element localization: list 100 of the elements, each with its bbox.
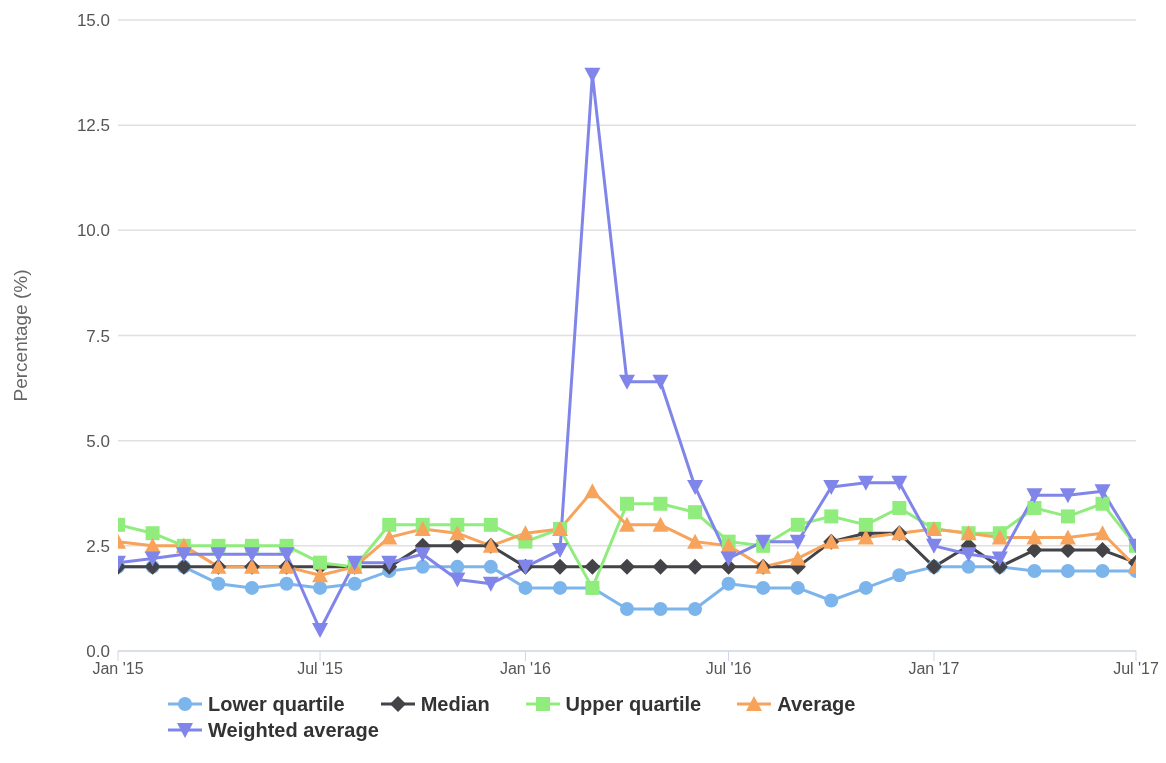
point	[720, 551, 737, 567]
point	[517, 525, 534, 541]
point	[789, 534, 806, 550]
point	[415, 559, 430, 574]
point	[991, 551, 1008, 567]
point	[960, 547, 977, 563]
x-tick-label: Jan '15	[92, 660, 144, 678]
y-tick-label: 15.0	[76, 11, 110, 31]
legend-label: Average	[777, 692, 856, 716]
point	[278, 547, 295, 563]
point	[858, 580, 873, 595]
point	[1059, 529, 1076, 545]
point	[144, 551, 161, 567]
point	[414, 547, 431, 563]
point	[824, 509, 839, 524]
point	[175, 547, 192, 563]
point	[1027, 500, 1042, 515]
point	[653, 496, 668, 511]
point	[858, 517, 873, 532]
point	[688, 601, 703, 616]
point	[518, 580, 533, 595]
point	[790, 517, 805, 532]
point	[653, 601, 668, 616]
point	[619, 374, 635, 390]
point	[1026, 488, 1043, 504]
point	[620, 496, 634, 511]
point	[313, 580, 328, 595]
point	[312, 567, 329, 583]
point	[584, 558, 601, 575]
point	[619, 516, 635, 532]
point	[620, 601, 634, 616]
point	[584, 483, 601, 499]
point	[211, 576, 226, 591]
point	[1060, 564, 1075, 579]
y-tick-label: 0.0	[86, 642, 110, 662]
point	[857, 529, 874, 545]
y-tick-label: 7.5	[86, 326, 110, 346]
point	[482, 576, 499, 592]
point	[1059, 488, 1076, 504]
point	[381, 529, 398, 545]
point	[1095, 564, 1110, 579]
x-tick-label: Jul '16	[705, 660, 752, 678]
point	[892, 500, 907, 515]
point	[244, 580, 259, 595]
point	[552, 558, 569, 575]
point	[857, 475, 874, 491]
point	[891, 475, 908, 491]
point	[687, 479, 704, 495]
point	[721, 576, 736, 591]
point	[687, 558, 704, 575]
x-tick-label: Jan '16	[499, 660, 552, 678]
point	[652, 516, 669, 532]
point	[1094, 484, 1111, 500]
point	[483, 559, 498, 574]
point	[1094, 542, 1111, 559]
point	[279, 576, 294, 591]
legend-label: Weighted average	[208, 718, 379, 742]
point	[688, 505, 703, 520]
point	[1095, 496, 1110, 511]
point	[381, 555, 398, 571]
point	[312, 622, 329, 638]
point	[756, 580, 771, 595]
point	[1094, 525, 1111, 541]
point	[824, 593, 839, 608]
y-tick-label: 10.0	[76, 221, 110, 241]
point	[961, 559, 976, 574]
y-tick-label: 2.5	[86, 536, 110, 556]
point	[1026, 529, 1043, 545]
point	[449, 525, 466, 541]
point	[450, 559, 465, 574]
point	[1060, 509, 1075, 524]
legend-label: Upper quartile	[565, 692, 702, 716]
legend-label: Median	[420, 692, 490, 716]
x-tick-label: Jul '15	[297, 660, 344, 678]
point	[483, 517, 498, 532]
point	[553, 580, 568, 595]
point	[790, 580, 805, 595]
point	[619, 558, 635, 575]
point	[652, 558, 669, 575]
point	[1059, 542, 1076, 559]
point	[382, 517, 397, 532]
point	[892, 568, 907, 583]
x-tick-label: Jan '17	[908, 660, 960, 678]
y-tick-label: 12.5	[76, 116, 110, 136]
x-tick-label: Jul '17	[1113, 660, 1159, 678]
point	[414, 521, 431, 537]
point	[313, 555, 328, 570]
legend-label: Lower quartile	[208, 692, 345, 716]
y-axis-title: Percentage (%)	[9, 269, 31, 402]
point	[991, 529, 1008, 545]
point	[652, 374, 669, 390]
point	[823, 479, 840, 495]
y-tick-label: 5.0	[86, 431, 110, 451]
point	[1026, 542, 1043, 559]
point	[347, 576, 362, 591]
point	[552, 543, 569, 559]
point	[925, 538, 942, 554]
point	[449, 572, 466, 588]
point	[243, 547, 260, 563]
point	[755, 534, 772, 550]
